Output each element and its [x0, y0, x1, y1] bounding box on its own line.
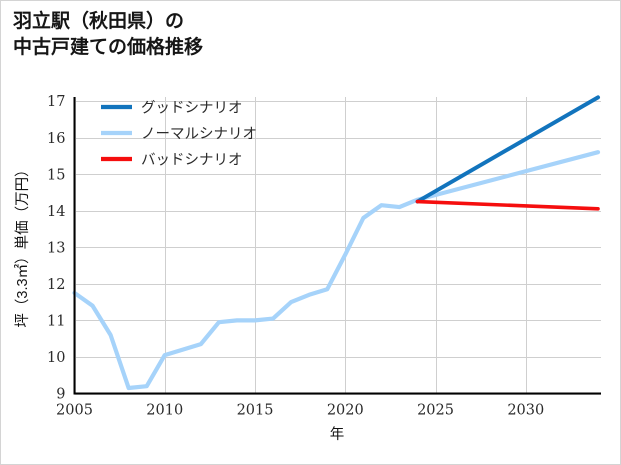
- page-title: 羽立駅（秋田県）の 中古戸建ての価格推移: [13, 11, 204, 58]
- axis-spines: [73, 97, 601, 395]
- x-tick-label-2005: 2005: [56, 403, 93, 419]
- y-tick-label-14: 14: [47, 204, 65, 220]
- y-tick-label-17: 17: [47, 94, 65, 110]
- y-axis-tick-labels: 9 10 11 12 13 14 15 16 17: [47, 94, 65, 403]
- legend-label-0: グッドシナリオ: [141, 100, 243, 117]
- axis-spine-path: [73, 97, 601, 395]
- series-line-bad: [415, 199, 600, 211]
- series-line-normal: [72, 150, 601, 391]
- series-line-good: [415, 95, 600, 204]
- y-tick-label-15: 15: [47, 167, 65, 183]
- y-tick-label-12: 12: [47, 277, 65, 293]
- y-tick-label-11: 11: [47, 314, 65, 330]
- x-axis-title: 年: [330, 426, 345, 443]
- y-tick-label-16: 16: [47, 131, 65, 147]
- legend-label-2: バッドシナリオ: [141, 153, 243, 169]
- series-group: [72, 95, 601, 391]
- legend-label-1: ノーマルシナリオ: [141, 127, 257, 143]
- x-tick-label-2025: 2025: [417, 403, 454, 419]
- x-tick-label-2010: 2010: [146, 403, 183, 419]
- x-tick-label-2020: 2020: [327, 403, 364, 419]
- y-tick-label-9: 9: [56, 387, 65, 403]
- y-tick-label-10: 10: [47, 350, 65, 366]
- x-tick-label-2030: 2030: [507, 403, 544, 419]
- x-tick-label-2015: 2015: [237, 403, 274, 419]
- y-tick-label-13: 13: [47, 240, 65, 256]
- y-axis-title: 坪（3.3㎡）単価（万円）: [14, 162, 31, 327]
- x-axis-tick-labels: 2005 2010 2015 2020 2025 2030: [56, 403, 544, 419]
